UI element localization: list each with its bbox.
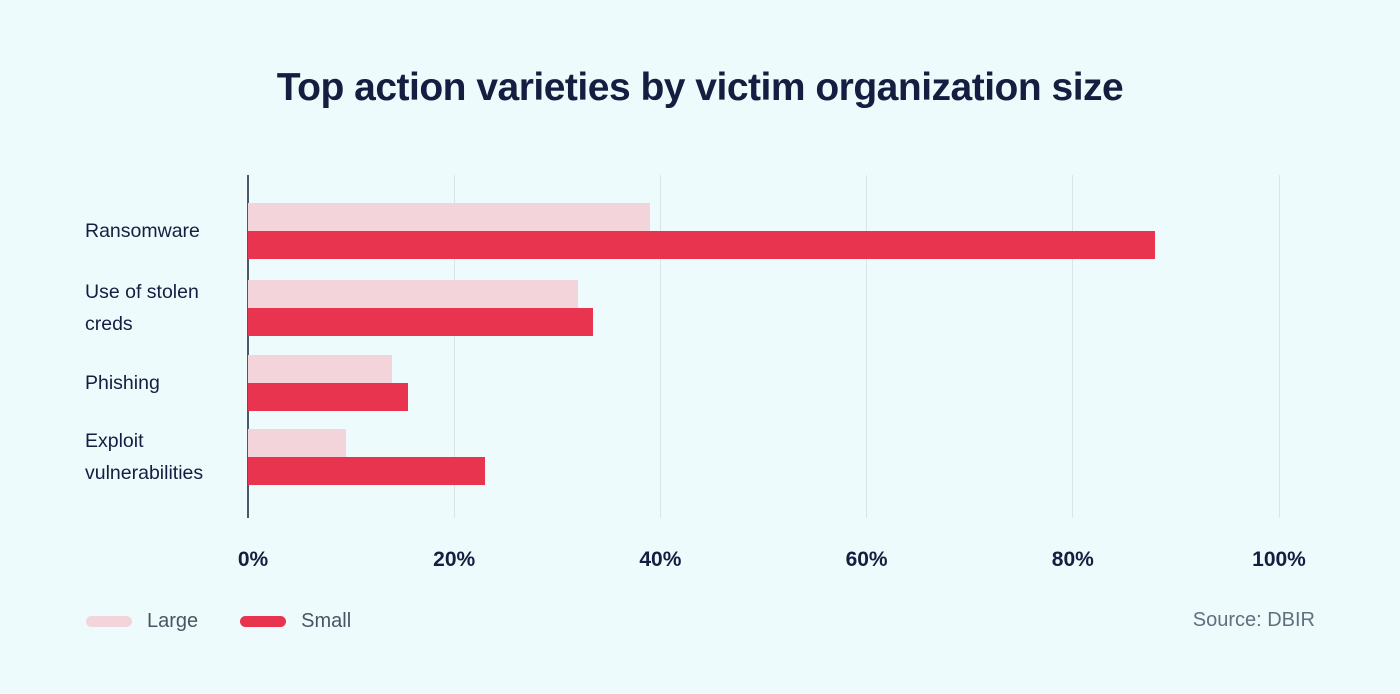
- bar-group: [248, 280, 1390, 336]
- bar-large: [248, 203, 651, 231]
- legend-item-large: Large: [86, 610, 198, 633]
- bar-small: [248, 308, 594, 336]
- bar-large: [248, 280, 578, 308]
- legend-item-small: Small: [240, 610, 351, 633]
- category-label: Ransomware: [85, 219, 200, 242]
- chart-title: Top action varieties by victim organizat…: [276, 66, 1124, 109]
- x-tick-label: 100%: [1252, 548, 1306, 571]
- bar-large: [248, 355, 393, 383]
- legend: Large Small: [86, 610, 351, 633]
- bar-small: [248, 383, 408, 411]
- category-label: Exploit vulnerabilities: [85, 429, 204, 484]
- source-label: Source: DBIR: [1192, 609, 1315, 631]
- bar-group: [248, 203, 1390, 259]
- legend-label: Large: [147, 610, 199, 632]
- gridline: [866, 175, 868, 518]
- plot-area: [247, 175, 1390, 518]
- bar-group: [248, 355, 1390, 411]
- x-tick-label: 0%: [237, 548, 269, 571]
- legend-swatch-large: [86, 616, 132, 627]
- category-label: Phishing: [85, 371, 160, 394]
- bar-small: [248, 457, 486, 485]
- x-tick-label: 60%: [845, 548, 888, 571]
- gridline: [1278, 175, 1280, 518]
- legend-swatch-small: [240, 616, 287, 627]
- y-axis-line: [247, 175, 249, 518]
- x-tick-label: 80%: [1051, 548, 1094, 571]
- category-labels: Ransomware Use of stolen creds Phishing Exp…: [85, 0, 233, 694]
- gridline: [659, 175, 661, 518]
- gridline: [1072, 175, 1074, 518]
- bar-large: [248, 429, 346, 457]
- x-tick-label: 20%: [433, 548, 476, 571]
- category-label: Use of stolen creds: [85, 280, 199, 335]
- x-tick-label: 40%: [639, 548, 682, 571]
- gridline: [453, 175, 455, 518]
- legend-label: Small: [301, 610, 352, 632]
- bar-small: [248, 231, 1156, 259]
- x-axis-ticks: 0% 20% 40% 60% 80% 100%: [0, 548, 1400, 578]
- bar-group: [248, 429, 1390, 485]
